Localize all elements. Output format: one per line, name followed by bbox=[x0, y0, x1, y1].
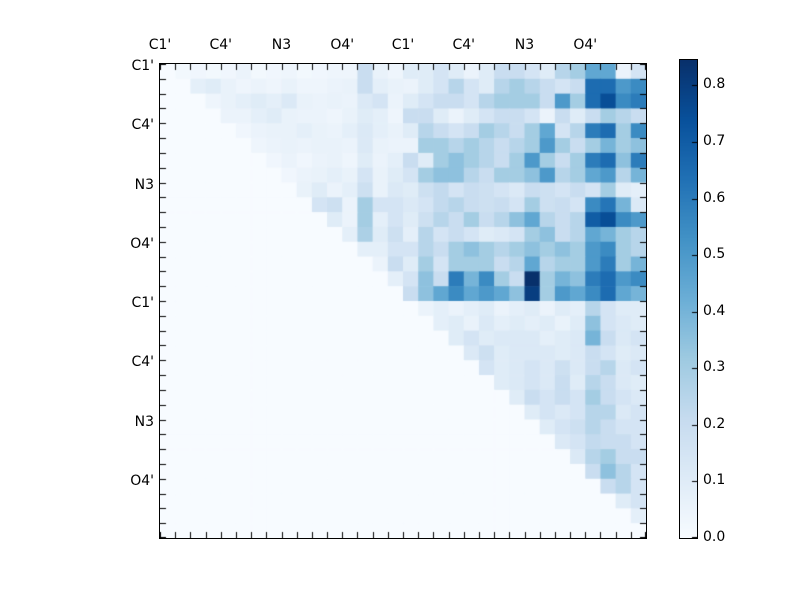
y-tick-label: C1' bbox=[131, 295, 154, 311]
colorbar-tick-label: 0.3 bbox=[703, 359, 726, 375]
x-tick-label: C4' bbox=[209, 37, 233, 53]
colorbar-tick-label: 0.5 bbox=[703, 246, 726, 262]
colorbar-tick-label: 0.1 bbox=[703, 472, 726, 488]
colorbar-tick-label: 0.2 bbox=[703, 416, 726, 432]
x-tick-label: N3 bbox=[514, 37, 535, 53]
y-tick-label: C1' bbox=[131, 58, 154, 74]
colorbar-canvas bbox=[680, 60, 697, 538]
x-tick-label: C1' bbox=[148, 37, 172, 53]
y-tick-label: O4' bbox=[130, 235, 154, 252]
y-tick-label: N3 bbox=[134, 176, 154, 193]
x-tick-label: C1' bbox=[391, 37, 415, 53]
y-tick-label: C4' bbox=[131, 117, 154, 134]
plot-area-frame bbox=[159, 63, 647, 539]
x-tick-label: O4' bbox=[330, 37, 355, 53]
y-tick-label: O4' bbox=[130, 472, 154, 489]
colorbar-tick-label: 0.7 bbox=[703, 133, 726, 149]
colorbar-tick-label: 0.0 bbox=[703, 529, 726, 545]
colorbar-tick-label: 0.6 bbox=[703, 190, 726, 206]
x-tick-label: O4' bbox=[573, 37, 598, 53]
colorbar-tick-label: 0.4 bbox=[703, 303, 726, 319]
x-tick-label: N3 bbox=[271, 37, 292, 53]
y-tick-label: N3 bbox=[134, 413, 154, 430]
heatmap-canvas bbox=[160, 64, 646, 538]
x-tick-label: C4' bbox=[452, 37, 476, 53]
y-tick-label: C4' bbox=[131, 354, 154, 371]
colorbar-frame bbox=[679, 59, 698, 539]
colorbar-tick-label: 0.8 bbox=[703, 76, 726, 92]
